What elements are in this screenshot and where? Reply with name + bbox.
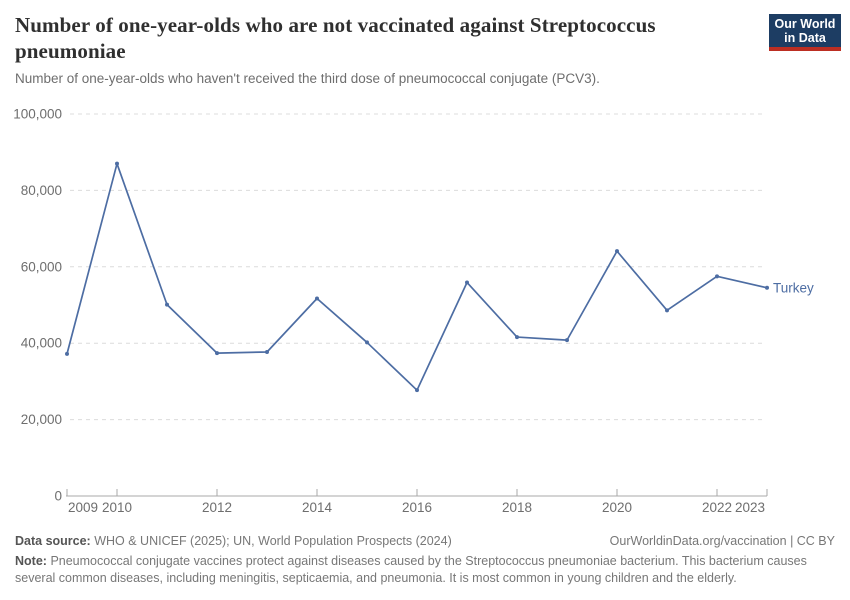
data-point (115, 161, 119, 166)
page-title: Number of one-year-olds who are not vacc… (15, 13, 656, 63)
owid-logo-line1: Our World (774, 16, 836, 31)
owid-logo-line2: in Data (784, 30, 826, 45)
data-point (765, 285, 769, 290)
owid-logo: Our World in Data (769, 14, 841, 51)
data-source-text: WHO & UNICEF (2025); UN, World Populatio… (94, 534, 452, 548)
data-point (465, 280, 469, 285)
data-point (215, 351, 219, 356)
data-point (615, 249, 619, 254)
y-axis-tick-label: 100,000 (13, 107, 62, 122)
x-axis-tick-label: 2023 (735, 500, 765, 515)
x-axis-tick-label: 2018 (502, 500, 532, 515)
x-axis-tick-label: 2014 (302, 500, 333, 515)
source-row: Data source: WHO & UNICEF (2025); UN, Wo… (15, 533, 835, 550)
note-text: Pneumococcal conjugate vaccines protect … (15, 554, 807, 585)
data-point (365, 340, 369, 345)
x-axis-tick-label: 2012 (202, 500, 232, 515)
data-source-label: Data source: (15, 534, 91, 548)
chart-footer: Data source: WHO & UNICEF (2025); UN, Wo… (15, 533, 835, 587)
data-point (315, 296, 319, 301)
entity-label: Turkey (773, 280, 814, 295)
y-axis-tick-label: 0 (54, 489, 62, 504)
y-axis-tick-label: 80,000 (21, 183, 62, 198)
x-axis-tick-label: 2009 (68, 500, 98, 515)
chart-line (66, 162, 768, 392)
data-point (715, 274, 719, 279)
y-axis-tick-label: 60,000 (21, 259, 62, 274)
x-axis-tick-label: 2010 (102, 500, 132, 515)
y-axis-tick-label: 40,000 (21, 336, 62, 351)
data-point (665, 308, 669, 313)
data-point (165, 302, 169, 307)
note: Note: Pneumococcal conjugate vaccines pr… (15, 553, 835, 587)
x-axis-tick-label: 2022 (702, 500, 732, 515)
chart-subtitle: Number of one-year-olds who haven't rece… (15, 71, 600, 86)
owid-link: OurWorldinData.org/vaccination | CC BY (609, 534, 835, 548)
data-point (415, 388, 419, 393)
data-point (515, 335, 519, 340)
data-point (265, 349, 269, 354)
data-point (65, 351, 69, 356)
data-source: Data source: WHO & UNICEF (2025); UN, Wo… (15, 533, 452, 550)
x-axis-tick-label: 2020 (602, 500, 632, 515)
data-point (565, 338, 569, 343)
x-axis-tick-label: 2016 (402, 500, 432, 515)
note-label: Note: (15, 554, 47, 568)
y-axis-tick-label: 20,000 (21, 412, 62, 427)
